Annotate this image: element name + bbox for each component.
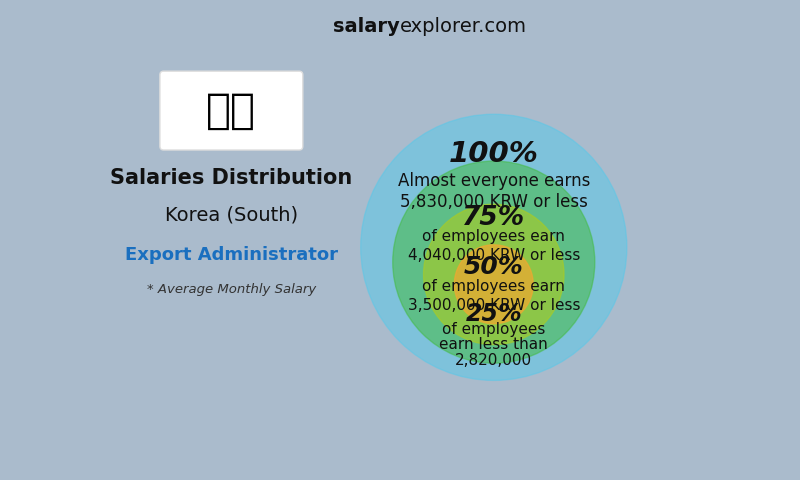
Circle shape	[361, 114, 627, 380]
Text: of employees: of employees	[442, 323, 546, 337]
Circle shape	[393, 161, 594, 363]
Circle shape	[454, 245, 533, 324]
Text: of employees earn: of employees earn	[422, 279, 566, 294]
FancyBboxPatch shape	[160, 71, 303, 150]
Text: * Average Monthly Salary: * Average Monthly Salary	[146, 283, 316, 296]
Text: explorer.com: explorer.com	[400, 17, 527, 36]
Text: 75%: 75%	[462, 205, 526, 231]
Text: 4,040,000 KRW or less: 4,040,000 KRW or less	[407, 249, 580, 264]
Text: Korea (South): Korea (South)	[165, 206, 298, 225]
Text: 🇰🇷: 🇰🇷	[206, 90, 256, 132]
Text: 5,830,000 KRW or less: 5,830,000 KRW or less	[400, 193, 588, 211]
Text: 100%: 100%	[449, 140, 538, 168]
Text: Almost everyone earns: Almost everyone earns	[398, 172, 590, 190]
Text: 3,500,000 KRW or less: 3,500,000 KRW or less	[407, 298, 580, 313]
Text: Export Administrator: Export Administrator	[125, 246, 338, 264]
Text: earn less than: earn less than	[439, 337, 548, 352]
Text: 50%: 50%	[464, 255, 524, 279]
Text: of employees earn: of employees earn	[422, 229, 566, 244]
Text: 25%: 25%	[466, 302, 522, 326]
Circle shape	[423, 204, 564, 345]
Text: salary: salary	[334, 17, 400, 36]
Text: 2,820,000: 2,820,000	[455, 353, 532, 368]
Text: Salaries Distribution: Salaries Distribution	[110, 168, 353, 188]
